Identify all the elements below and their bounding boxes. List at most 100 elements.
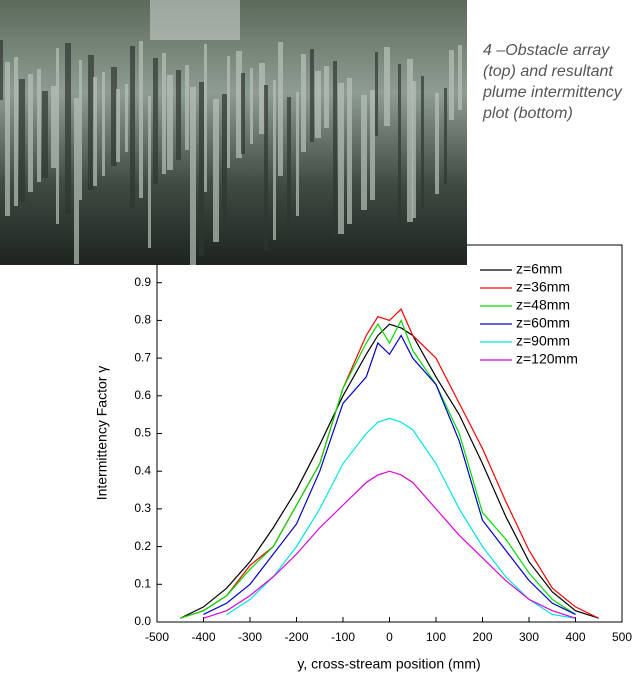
y-tick-label: 0.8 — [134, 313, 151, 327]
x-tick-label: -100 — [331, 630, 355, 644]
legend-label: z=60mm — [516, 315, 570, 331]
photo-rod — [14, 57, 18, 206]
photo-rod — [162, 53, 166, 174]
photo-rod — [435, 93, 439, 194]
x-tick-label: -500 — [145, 630, 169, 644]
photo-rod — [190, 87, 196, 265]
photo-rod — [315, 71, 321, 138]
x-tick-label: 100 — [426, 630, 446, 644]
series-line — [179, 323, 599, 619]
photo-rod — [153, 58, 158, 184]
photo-rod — [259, 63, 265, 134]
y-tick-label: 0.1 — [134, 576, 151, 590]
series-line — [203, 470, 576, 619]
photo-rod — [88, 55, 94, 190]
photo-rod — [56, 48, 59, 224]
photo-rod — [213, 99, 219, 242]
photo-rod — [51, 86, 56, 168]
x-axis-label: y, cross-stream position (mm) — [297, 656, 480, 672]
photo-rod — [412, 81, 416, 218]
photo-rod — [37, 69, 41, 182]
photo-light — [150, 0, 240, 40]
photo-rod — [236, 51, 242, 158]
photo-rod — [148, 96, 151, 248]
y-tick-label: 0.5 — [134, 426, 151, 440]
photo-rod — [227, 56, 230, 168]
y-tick-label: 0.4 — [134, 463, 151, 477]
photo-rod — [28, 74, 33, 192]
photo-rod — [204, 44, 207, 192]
x-tick-label: 400 — [565, 630, 585, 644]
photo-rod — [139, 41, 143, 198]
series-line — [180, 318, 576, 619]
photo-rod — [93, 77, 97, 186]
photo-rod — [222, 94, 227, 232]
x-tick-label: 0 — [386, 630, 393, 644]
y-tick-label: 0.7 — [134, 350, 151, 364]
photo-rod — [241, 73, 245, 154]
photo-rod — [264, 85, 268, 250]
photo-rod — [74, 98, 79, 264]
photo-rod — [421, 76, 424, 208]
photo-rod — [361, 95, 367, 210]
photo-rod — [338, 83, 344, 234]
photo-rod — [398, 64, 401, 232]
x-tick-label: -300 — [238, 630, 262, 644]
photo-rod — [185, 65, 189, 150]
photo-rod — [296, 92, 299, 216]
y-tick-label: 0.2 — [134, 539, 151, 553]
photo-rod — [375, 52, 378, 136]
photo-rod — [449, 50, 454, 120]
x-tick-label: 500 — [612, 630, 632, 644]
x-tick-label: 300 — [519, 630, 539, 644]
photo — [0, 0, 467, 265]
photo-rod — [333, 61, 337, 238]
photo-rod — [310, 49, 314, 142]
photo-rod — [407, 59, 413, 222]
photo-rod — [273, 80, 276, 240]
x-tick-label: 200 — [472, 630, 492, 644]
series-line — [226, 417, 576, 619]
legend-label: z=90mm — [516, 333, 570, 349]
photo-rod — [287, 97, 291, 226]
series-line — [203, 334, 576, 615]
photo-rod — [370, 90, 375, 200]
photo-rod — [19, 79, 25, 202]
y-tick-label: 0.3 — [134, 501, 151, 515]
photo-rod — [79, 60, 82, 200]
photo-rod — [125, 84, 128, 152]
photo-rod — [324, 66, 329, 128]
y-axis-label: Intermittency Factor γ — [94, 366, 110, 501]
photo-rod — [278, 42, 283, 176]
legend-label: z=48mm — [516, 297, 570, 313]
photo-rod — [384, 47, 390, 126]
series-line — [180, 308, 600, 619]
photo-rod — [444, 88, 447, 184]
photo-rod — [250, 68, 253, 144]
photo-rod — [199, 82, 204, 256]
y-tick-label: 0.0 — [134, 614, 151, 628]
photo-rod — [116, 89, 120, 162]
x-tick-label: -400 — [191, 630, 215, 644]
photo-rod — [167, 75, 173, 170]
photo-rod — [111, 67, 117, 166]
legend-label: z=36mm — [516, 279, 570, 295]
x-tick-label: -200 — [284, 630, 308, 644]
photo-rod — [347, 78, 352, 224]
photo-rod — [102, 72, 105, 176]
photo-rod — [65, 43, 71, 214]
y-tick-label: 0.9 — [134, 275, 151, 289]
photo-rod — [301, 54, 306, 152]
photo-rod — [176, 70, 181, 160]
photo-rod — [0, 40, 3, 100]
legend-label: z=120mm — [516, 351, 578, 367]
y-tick-label: 0.6 — [134, 388, 151, 402]
photo-rod — [42, 91, 48, 178]
photo-rod — [130, 46, 135, 208]
legend-label: z=6mm — [516, 261, 562, 277]
photo-rod — [458, 45, 462, 110]
photo-rod — [5, 62, 10, 216]
caption: 4 –Obstacle array (top) and resultant pl… — [483, 42, 622, 122]
